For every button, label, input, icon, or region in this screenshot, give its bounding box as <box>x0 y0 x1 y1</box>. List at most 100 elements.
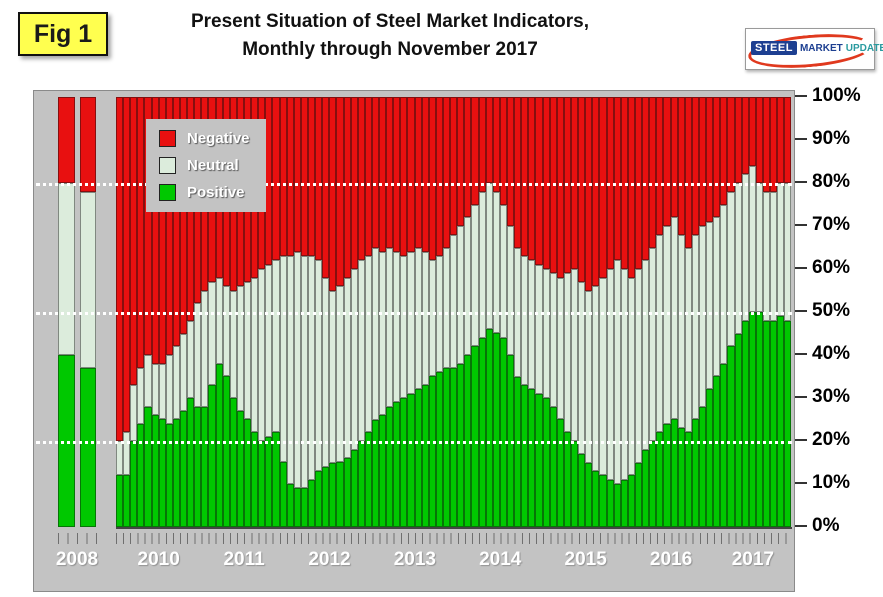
segment-neutral <box>293 251 301 489</box>
bar-2013-08 <box>421 97 429 527</box>
segment-positive <box>137 423 145 527</box>
segment-negative <box>528 97 536 261</box>
segment-neutral <box>322 277 330 467</box>
segment-negative <box>627 97 635 278</box>
segment-neutral <box>563 273 571 433</box>
segment-neutral <box>571 269 579 441</box>
segment-negative <box>371 97 380 248</box>
segment-positive <box>364 432 372 527</box>
y-tick <box>795 95 807 97</box>
segment-positive <box>272 432 280 527</box>
segment-positive <box>734 333 742 527</box>
segment-positive <box>770 320 778 527</box>
segment-negative <box>265 97 273 265</box>
segment-negative <box>514 97 522 248</box>
segment-negative <box>357 97 365 261</box>
bar-2017-05 <box>741 97 749 527</box>
segment-neutral <box>755 183 763 312</box>
y-label-0: 0% <box>812 515 840 536</box>
segment-neutral <box>130 385 138 441</box>
bar-2013-05 <box>400 97 408 527</box>
bar-2016-11 <box>698 97 707 527</box>
x-label-2017: 2017 <box>731 549 774 570</box>
segment-neutral <box>748 165 756 312</box>
segment-positive <box>684 432 692 527</box>
segment-negative <box>329 97 337 291</box>
bar-2012-06 <box>322 97 330 527</box>
bar-2014-07 <box>499 97 508 527</box>
segment-positive <box>556 419 564 527</box>
segment-neutral <box>286 256 294 484</box>
segment-positive <box>713 376 721 527</box>
y-label-30: 30% <box>812 386 851 407</box>
segment-negative <box>585 97 593 291</box>
page-title: Present Situation of Steel Market Indica… <box>115 8 665 63</box>
segment-neutral <box>236 286 244 411</box>
legend-swatch-neutral <box>159 157 176 174</box>
segment-positive <box>357 440 365 527</box>
y-label-50: 50% <box>812 300 851 321</box>
segment-positive <box>649 441 657 527</box>
segment-negative <box>713 97 721 218</box>
bar-2016-03 <box>642 97 650 527</box>
segment-neutral <box>592 286 600 472</box>
segment-neutral <box>606 269 614 480</box>
segment-positive <box>258 441 266 527</box>
segment-negative <box>770 97 778 192</box>
y-tick <box>795 181 807 183</box>
segment-neutral <box>706 221 714 390</box>
segment-negative <box>400 97 408 257</box>
segment-positive <box>123 475 131 527</box>
bar-2014-12 <box>535 97 543 527</box>
segment-neutral <box>770 191 778 321</box>
bar-2014-06 <box>492 97 500 527</box>
segment-neutral <box>634 269 643 463</box>
segment-negative <box>663 97 671 226</box>
chart-panel: Negative Neutral Positive 2010 2011 2012 2013… <box>33 90 795 592</box>
segment-positive <box>542 398 550 527</box>
y-label-10: 10% <box>812 472 851 493</box>
segment-neutral <box>521 256 529 386</box>
segment-negative <box>130 97 138 386</box>
segment-positive <box>457 363 465 527</box>
title-line-1: Present Situation of Steel Market Indica… <box>190 11 590 32</box>
segment-positive <box>236 410 244 527</box>
segment-positive <box>492 333 500 527</box>
segment-positive <box>443 367 451 527</box>
segment-negative <box>428 97 436 261</box>
y-tick <box>795 267 807 269</box>
x-label-2011: 2011 <box>223 549 265 570</box>
segment-positive <box>315 471 323 527</box>
segment-neutral <box>464 217 472 355</box>
segment-positive <box>343 458 351 527</box>
segment-neutral <box>400 256 408 398</box>
y-tick <box>795 224 807 226</box>
figure-badge: Fig 1 <box>18 12 108 56</box>
segment-negative <box>435 97 444 257</box>
segment-negative <box>137 97 145 368</box>
segment-positive <box>741 320 749 527</box>
bar-2014-10 <box>521 97 529 527</box>
segment-negative <box>172 97 180 347</box>
segment-positive <box>435 372 444 527</box>
segment-positive <box>592 471 600 527</box>
bar-2010-06 <box>151 97 159 527</box>
segment-positive <box>229 398 237 527</box>
segment-neutral <box>599 277 607 476</box>
bar-2017-02 <box>720 97 728 527</box>
segment-positive <box>528 389 536 527</box>
segment-negative <box>656 97 664 235</box>
segment-negative <box>592 97 600 287</box>
x-label-2016: 2016 <box>649 549 693 570</box>
segment-negative <box>691 97 699 235</box>
segment-positive <box>130 440 138 527</box>
segment-positive <box>386 406 394 527</box>
bar-2010-04 <box>137 97 145 527</box>
legend-item-positive: Positive <box>159 184 250 201</box>
segment-neutral <box>229 290 237 398</box>
bar-2014-03 <box>471 97 479 527</box>
bar-2012-05 <box>315 97 323 527</box>
segment-negative <box>748 97 756 166</box>
bar-2010-02 <box>123 97 131 527</box>
x-label-2012: 2012 <box>308 549 351 570</box>
